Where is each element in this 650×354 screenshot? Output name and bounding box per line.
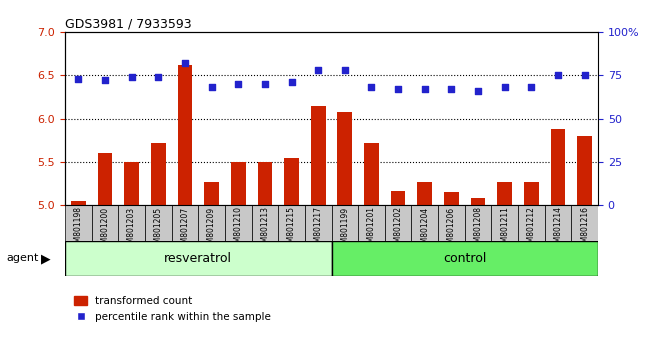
Text: GSM801210: GSM801210 <box>234 206 242 252</box>
Text: GSM801204: GSM801204 <box>421 206 429 252</box>
Bar <box>284 158 299 205</box>
Text: GDS3981 / 7933593: GDS3981 / 7933593 <box>65 18 192 31</box>
Legend: transformed count, percentile rank within the sample: transformed count, percentile rank withi… <box>70 292 275 326</box>
Bar <box>172 205 198 241</box>
Text: resveratrol: resveratrol <box>164 252 232 265</box>
Text: GSM801215: GSM801215 <box>287 206 296 252</box>
Bar <box>497 182 512 205</box>
Text: ▶: ▶ <box>41 252 50 265</box>
Bar <box>278 205 305 241</box>
Bar <box>204 182 219 205</box>
Text: GSM801211: GSM801211 <box>500 206 509 252</box>
Bar <box>545 205 571 241</box>
Text: GSM801214: GSM801214 <box>554 206 562 252</box>
Bar <box>71 201 86 205</box>
Bar <box>491 205 518 241</box>
Bar <box>385 205 411 241</box>
Point <box>313 67 324 73</box>
Point <box>420 86 430 92</box>
Bar <box>257 162 272 205</box>
Bar <box>198 205 225 241</box>
Bar <box>332 241 598 276</box>
Point <box>393 86 403 92</box>
Bar <box>332 205 358 241</box>
Point <box>339 67 350 73</box>
Point <box>126 74 137 80</box>
Point <box>73 76 83 81</box>
Point <box>179 60 190 66</box>
Bar <box>118 205 145 241</box>
Text: GSM801200: GSM801200 <box>101 206 109 252</box>
Bar <box>571 205 598 241</box>
Point <box>259 81 270 87</box>
Point <box>500 85 510 90</box>
Point <box>473 88 484 94</box>
Point <box>153 74 164 80</box>
Point <box>287 79 297 85</box>
Text: GSM801209: GSM801209 <box>207 206 216 252</box>
Text: GSM801208: GSM801208 <box>474 206 482 252</box>
Point <box>580 73 590 78</box>
Bar <box>65 241 332 276</box>
Text: agent: agent <box>6 253 39 263</box>
Point <box>446 86 456 92</box>
Text: GSM801201: GSM801201 <box>367 206 376 252</box>
Text: GSM801199: GSM801199 <box>341 206 349 252</box>
Bar <box>411 205 438 241</box>
Bar <box>225 205 252 241</box>
Bar <box>471 198 486 205</box>
Text: GSM801203: GSM801203 <box>127 206 136 252</box>
Bar <box>98 153 112 205</box>
Bar <box>417 182 432 205</box>
Point <box>100 78 110 83</box>
Bar <box>231 162 246 205</box>
Bar <box>518 205 545 241</box>
Text: GSM801205: GSM801205 <box>154 206 162 252</box>
Text: GSM801217: GSM801217 <box>314 206 322 252</box>
Bar <box>551 129 566 205</box>
Bar <box>92 205 118 241</box>
Bar <box>524 182 539 205</box>
Point <box>553 73 564 78</box>
Point <box>526 85 537 90</box>
Bar <box>252 205 278 241</box>
Text: GSM801198: GSM801198 <box>74 206 83 252</box>
Text: GSM801202: GSM801202 <box>394 206 402 252</box>
Bar <box>65 205 92 241</box>
Bar <box>438 205 465 241</box>
Text: control: control <box>443 252 486 265</box>
Bar <box>305 205 332 241</box>
Text: GSM801213: GSM801213 <box>261 206 269 252</box>
Bar <box>465 205 491 241</box>
Bar <box>311 105 326 205</box>
Bar <box>151 143 166 205</box>
Bar <box>337 112 352 205</box>
Text: GSM801206: GSM801206 <box>447 206 456 252</box>
Bar <box>577 136 592 205</box>
Bar <box>124 162 139 205</box>
Bar <box>145 205 172 241</box>
Point <box>206 85 216 90</box>
Bar <box>444 192 459 205</box>
Bar <box>364 143 379 205</box>
Point <box>233 81 244 87</box>
Bar <box>358 205 385 241</box>
Text: GSM801207: GSM801207 <box>181 206 189 252</box>
Text: GSM801212: GSM801212 <box>527 206 536 252</box>
Point <box>367 85 377 90</box>
Bar <box>391 190 406 205</box>
Text: GSM801216: GSM801216 <box>580 206 589 252</box>
Bar <box>177 65 192 205</box>
